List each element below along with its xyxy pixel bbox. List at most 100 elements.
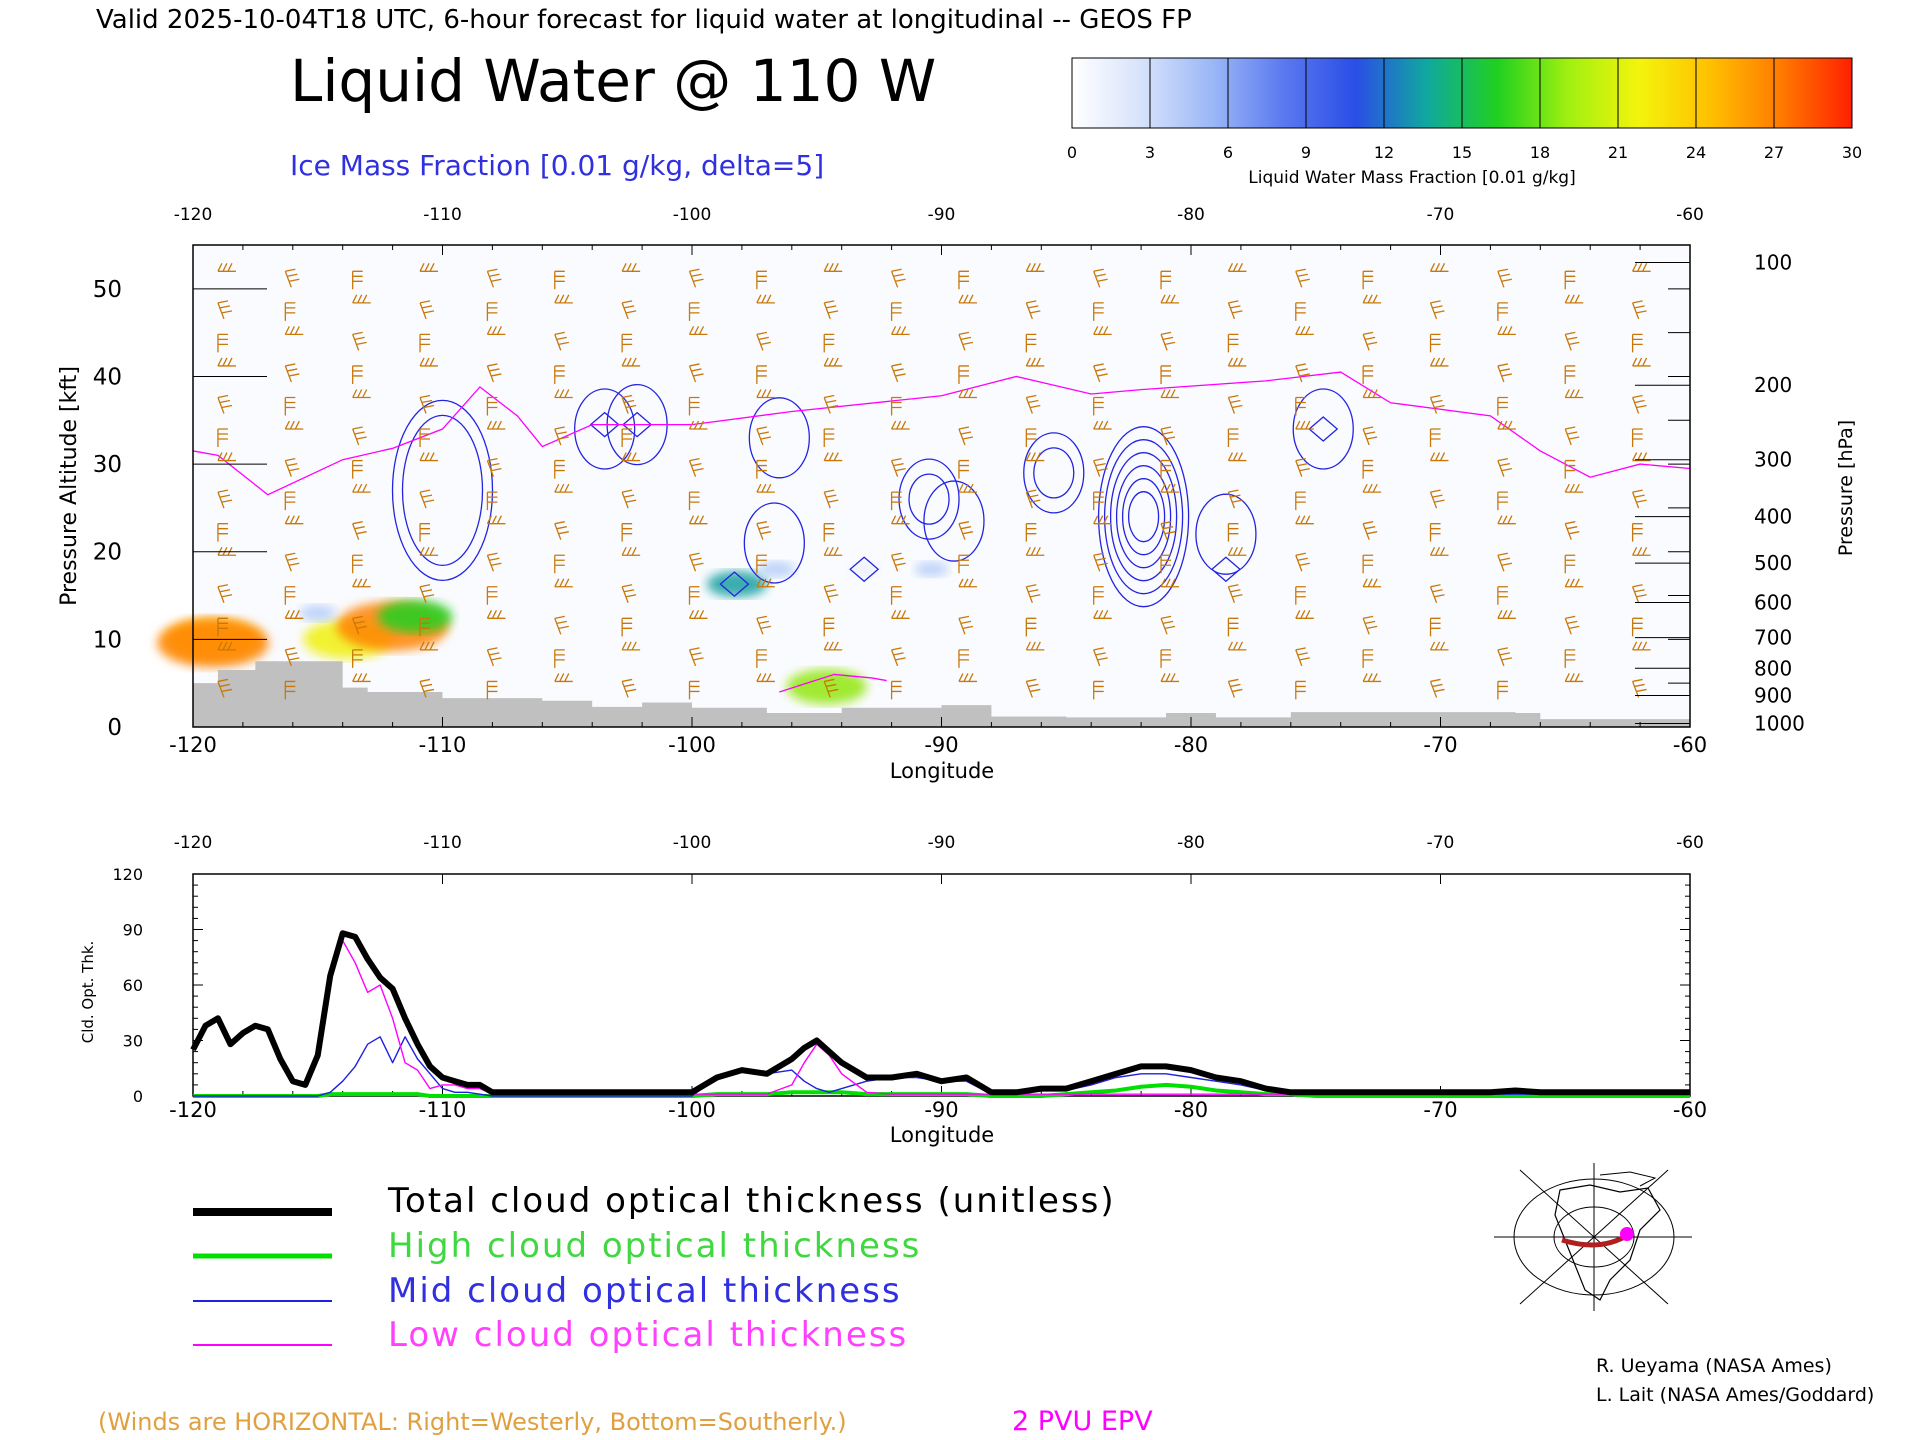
colorbar-tick-label: 15 bbox=[1452, 143, 1472, 162]
x-tick-label: -70 bbox=[1423, 733, 1457, 757]
wind-barb bbox=[352, 365, 363, 384]
wind-barb bbox=[217, 617, 228, 637]
wind-barb bbox=[486, 326, 506, 336]
wind-barb bbox=[1429, 641, 1449, 651]
wind-barb bbox=[756, 615, 771, 635]
wind-barb bbox=[217, 523, 228, 542]
wind-barb bbox=[1025, 300, 1041, 320]
wind-barb bbox=[621, 678, 637, 698]
liquid-water-cell bbox=[377, 600, 453, 633]
wind-barb bbox=[352, 521, 367, 540]
inset-location-dot bbox=[1620, 1227, 1634, 1241]
colorbar-label: Liquid Water Mass Fraction [0.01 g/kg] bbox=[1248, 168, 1575, 188]
wind-barb bbox=[1497, 363, 1513, 383]
wind-barb bbox=[823, 394, 839, 414]
wind-barb bbox=[419, 428, 431, 448]
wind-barb bbox=[958, 270, 969, 290]
wind-barb bbox=[1362, 483, 1382, 493]
wind-barb bbox=[890, 552, 906, 572]
y-tick-label: 50 bbox=[93, 277, 122, 303]
y-tick-label: 20 bbox=[93, 540, 122, 566]
wind-barb bbox=[890, 491, 902, 511]
ice-contour bbox=[1292, 388, 1354, 470]
wind-barb bbox=[621, 263, 641, 272]
wind-barb bbox=[217, 678, 233, 698]
y-tick-label: 30 bbox=[93, 452, 122, 478]
wind-barb bbox=[1564, 521, 1580, 540]
wind-barb bbox=[621, 546, 641, 556]
wind-barb bbox=[823, 263, 843, 272]
wind-barb bbox=[352, 331, 367, 351]
cross-section-panel: -120 -120 -110 -110 -100 -100 -90 -90 -80 -80 -70 -… bbox=[57, 205, 1857, 783]
wind-barb bbox=[1227, 357, 1247, 367]
wind-barb bbox=[554, 521, 569, 540]
wind-barb bbox=[352, 294, 371, 304]
wind-barb bbox=[823, 617, 835, 637]
bottom-x-tick-label-top: -110 bbox=[423, 833, 462, 853]
wind-barb bbox=[756, 389, 775, 399]
epv-line bbox=[192, 371, 1691, 693]
bottom-x-tick-label-top: -100 bbox=[673, 833, 712, 853]
ice-contour bbox=[898, 458, 960, 540]
wind-barb bbox=[1295, 363, 1310, 383]
wind-barb bbox=[1497, 457, 1513, 477]
wind-barb bbox=[486, 491, 498, 511]
wind-barb bbox=[486, 302, 498, 321]
wind-barb bbox=[688, 680, 700, 700]
wind-barb bbox=[1631, 333, 1643, 353]
wind-barb bbox=[1631, 523, 1643, 542]
wind-barb bbox=[1160, 521, 1176, 540]
wind-barb bbox=[419, 263, 439, 272]
wind-barb bbox=[823, 357, 843, 367]
wind-barb bbox=[1227, 394, 1243, 414]
wind-barb bbox=[1429, 489, 1445, 509]
liquid-water-cell bbox=[156, 618, 269, 668]
wind-barb bbox=[419, 489, 435, 509]
wind-barb bbox=[958, 459, 969, 479]
ice-contour bbox=[1109, 452, 1178, 582]
wind-barb bbox=[1497, 491, 1508, 511]
bottom-x-tick-label: -60 bbox=[1673, 1098, 1707, 1122]
bottom-plot-frame bbox=[192, 873, 1691, 1097]
wind-barb bbox=[284, 420, 304, 430]
wind-barb bbox=[217, 333, 228, 353]
wind-barb bbox=[1227, 452, 1247, 462]
wind-barb bbox=[1295, 610, 1314, 619]
epv-2pvu-line bbox=[192, 371, 1691, 496]
wind-barb bbox=[621, 617, 633, 637]
pressure-tick-label: 700 bbox=[1754, 626, 1792, 650]
colorbar-tick-label: 30 bbox=[1842, 143, 1862, 162]
location-inset-map bbox=[1494, 1163, 1692, 1311]
x-tick-label-top: -80 bbox=[1177, 205, 1205, 225]
wind-barb bbox=[1093, 647, 1108, 667]
pressure-tick-label: 500 bbox=[1754, 551, 1792, 575]
wind-barb bbox=[688, 610, 708, 619]
legend-label-mid: Mid cloud optical thickness bbox=[388, 1271, 902, 1311]
wind-barb bbox=[823, 489, 839, 509]
legend-label-total: Total cloud optical thickness (unitless) bbox=[387, 1181, 1116, 1221]
wind-barb bbox=[688, 396, 700, 416]
legend-label-high: High cloud optical thickness bbox=[388, 1226, 921, 1266]
wind-barb bbox=[688, 586, 700, 605]
ice-contour bbox=[1103, 439, 1184, 595]
liquid-water-cell bbox=[299, 604, 337, 622]
pressure-tick-label: 1000 bbox=[1754, 711, 1805, 735]
wind-barb bbox=[352, 649, 363, 668]
wind-barb bbox=[1295, 647, 1310, 667]
wind-barb bbox=[1429, 523, 1441, 542]
wind-barb bbox=[1497, 396, 1508, 416]
wind-barb bbox=[1227, 300, 1243, 320]
wind-barb bbox=[1362, 521, 1378, 540]
ice-contour bbox=[923, 480, 985, 562]
optical-thickness-panel: -120 -120 -110 -110 -100 -100 -90 -90 -80 -80 -70 -… bbox=[79, 833, 1707, 1147]
wind-barb bbox=[1631, 428, 1643, 448]
wind-barb bbox=[352, 426, 367, 446]
wind-barb bbox=[756, 331, 771, 351]
wind-barb bbox=[1025, 641, 1045, 651]
y-axis-label: Pressure Altitude [kft] bbox=[57, 366, 82, 606]
wind-barb bbox=[554, 459, 565, 479]
wind-barb bbox=[1564, 270, 1576, 290]
colorbar-tick-label: 9 bbox=[1301, 143, 1311, 162]
wind-barb bbox=[1362, 459, 1374, 479]
bottom-axis-ticks: -120 -120 -110 -110 -100 -100 -90 -90 -80 -80 -70 -… bbox=[112, 833, 1707, 1122]
